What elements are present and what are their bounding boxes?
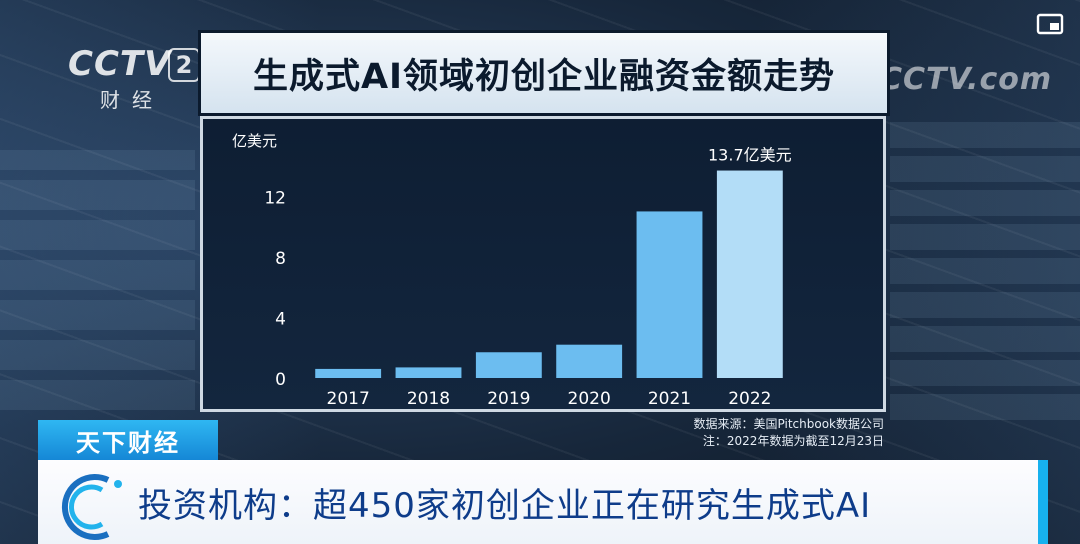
data-label: 13.7亿美元 — [708, 146, 792, 165]
y-axis-label: 亿美元 — [232, 132, 277, 150]
bar-2019 — [475, 352, 542, 378]
lower-third-banner: 投资机构：超450家初创企业正在研究生成式AI — [38, 460, 1048, 544]
source-note: 数据来源：美国Pitchbook数据公司 注：2022年数据为截至12月23日 — [628, 416, 884, 450]
note-line: 注：2022年数据为截至12月23日 — [702, 434, 884, 448]
bar-2020 — [556, 344, 623, 378]
cctv-watermark: CCTV.com — [880, 62, 1053, 97]
bar-chart: 亿美元 0 4 8 12 2017 2018 2019 2020 2021 2022 13.7亿美元 — [232, 132, 792, 409]
x-tick-label: 2022 — [728, 389, 771, 409]
source-line: 数据来源：美国Pitchbook数据公司 — [693, 417, 884, 431]
screen-icon — [1036, 13, 1064, 35]
channel-number: 2 — [168, 48, 200, 82]
x-tick-label: 2017 — [327, 389, 370, 409]
x-tick-label: 2021 — [648, 389, 691, 409]
chart-title: 生成式AI领域初创企业融资金额走势 — [252, 56, 836, 97]
chart-title-bar: 生成式AI领域初创企业融资金额走势 — [198, 30, 890, 116]
program-name: 天下财经 — [76, 428, 180, 457]
bar-2021 — [636, 211, 703, 378]
y-tick-label: 4 — [275, 309, 286, 329]
y-tick-label: 0 — [275, 370, 286, 390]
y-tick-label: 12 — [264, 188, 286, 208]
background-left-panels — [0, 150, 195, 410]
x-tick-label: 2020 — [568, 389, 611, 409]
headline-text: 投资机构：超450家初创企业正在研究生成式AI — [138, 486, 872, 526]
program-logo-icon — [62, 474, 122, 540]
y-tick-label: 8 — [275, 249, 286, 269]
bar-2017 — [315, 368, 382, 378]
background-right-panels — [890, 120, 1080, 420]
channel-name: 财经 — [100, 88, 164, 112]
channel-logo: CCTV 2 财经 — [68, 44, 200, 112]
channel-logo-text: CCTV — [68, 44, 172, 84]
x-tick-label: 2019 — [487, 389, 530, 409]
bar-2018 — [395, 367, 462, 378]
bar-2022 — [716, 170, 783, 378]
x-tick-label: 2018 — [407, 389, 450, 409]
program-tag: 天下财经 — [38, 420, 218, 460]
